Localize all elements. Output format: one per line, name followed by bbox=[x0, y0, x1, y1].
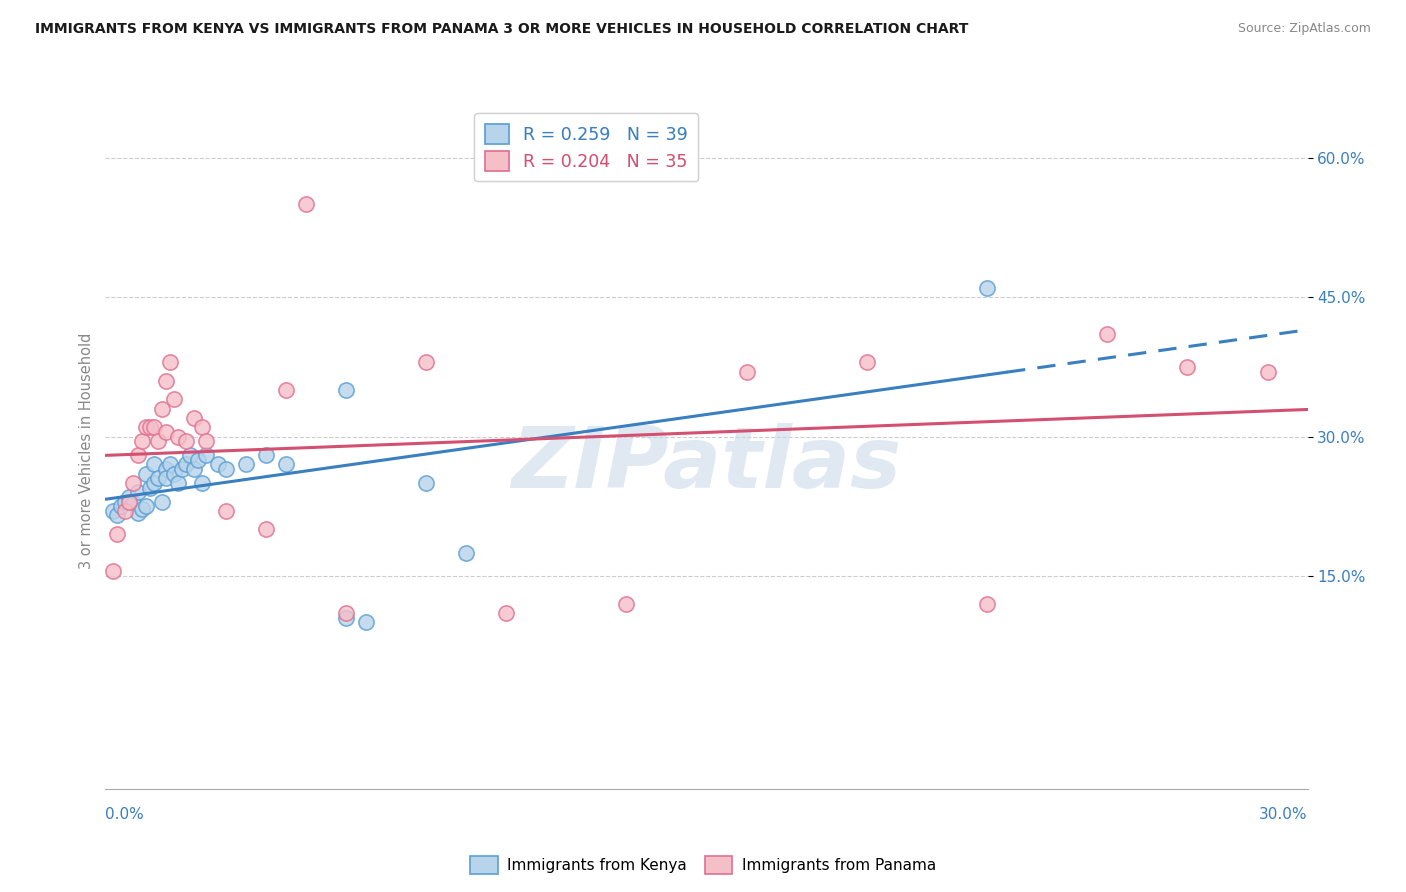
Point bbox=[135, 420, 157, 434]
Point bbox=[150, 494, 173, 508]
Point bbox=[162, 392, 184, 407]
Point bbox=[415, 355, 437, 369]
Point bbox=[274, 383, 297, 397]
Point bbox=[155, 462, 177, 476]
Point bbox=[855, 355, 877, 369]
Point bbox=[146, 434, 169, 449]
Point bbox=[166, 429, 188, 443]
Point bbox=[107, 508, 129, 523]
Point bbox=[190, 475, 212, 490]
Point bbox=[1257, 365, 1279, 379]
Legend: R = 0.259   N = 39, R = 0.204   N = 35: R = 0.259 N = 39, R = 0.204 N = 35 bbox=[474, 113, 699, 181]
Point bbox=[142, 420, 165, 434]
Text: 30.0%: 30.0% bbox=[1260, 807, 1308, 822]
Point bbox=[207, 458, 229, 472]
Point bbox=[174, 458, 197, 472]
Point bbox=[114, 494, 136, 508]
Point bbox=[127, 485, 149, 500]
Point bbox=[166, 475, 188, 490]
Point bbox=[335, 383, 357, 397]
Point bbox=[114, 504, 136, 518]
Text: 0.0%: 0.0% bbox=[105, 807, 145, 822]
Point bbox=[190, 420, 212, 434]
Point bbox=[103, 564, 125, 578]
Point bbox=[616, 597, 638, 611]
Point bbox=[135, 467, 157, 481]
Point bbox=[135, 499, 157, 513]
Point bbox=[174, 434, 197, 449]
Point bbox=[274, 458, 297, 472]
Point bbox=[183, 411, 205, 425]
Point bbox=[335, 606, 357, 620]
Point bbox=[107, 527, 129, 541]
Text: Source: ZipAtlas.com: Source: ZipAtlas.com bbox=[1237, 22, 1371, 36]
Point bbox=[1097, 327, 1119, 342]
Point bbox=[110, 499, 132, 513]
Y-axis label: 3 or more Vehicles in Household: 3 or more Vehicles in Household bbox=[79, 333, 94, 568]
Legend: Immigrants from Kenya, Immigrants from Panama: Immigrants from Kenya, Immigrants from P… bbox=[464, 850, 942, 880]
Point bbox=[170, 462, 193, 476]
Point bbox=[159, 355, 181, 369]
Point bbox=[495, 606, 517, 620]
Point bbox=[155, 425, 177, 439]
Point bbox=[454, 546, 477, 560]
Text: ZIPatlas: ZIPatlas bbox=[512, 423, 901, 506]
Point bbox=[138, 420, 160, 434]
Point bbox=[159, 458, 181, 472]
Point bbox=[354, 615, 377, 630]
Point bbox=[335, 610, 357, 624]
Point bbox=[976, 597, 998, 611]
Point bbox=[235, 458, 257, 472]
Point bbox=[122, 496, 145, 510]
Point bbox=[183, 462, 205, 476]
Text: IMMIGRANTS FROM KENYA VS IMMIGRANTS FROM PANAMA 3 OR MORE VEHICLES IN HOUSEHOLD : IMMIGRANTS FROM KENYA VS IMMIGRANTS FROM… bbox=[35, 22, 969, 37]
Point bbox=[146, 471, 169, 485]
Point bbox=[194, 448, 217, 462]
Point bbox=[214, 504, 236, 518]
Point bbox=[138, 481, 160, 495]
Point bbox=[295, 197, 318, 211]
Point bbox=[142, 475, 165, 490]
Point bbox=[142, 458, 165, 472]
Point bbox=[162, 467, 184, 481]
Point bbox=[122, 475, 145, 490]
Point bbox=[131, 502, 153, 516]
Point bbox=[150, 401, 173, 416]
Point bbox=[118, 490, 141, 504]
Point bbox=[415, 475, 437, 490]
Point bbox=[187, 452, 209, 467]
Point bbox=[976, 281, 998, 295]
Point bbox=[155, 374, 177, 388]
Point bbox=[254, 448, 277, 462]
Point bbox=[131, 434, 153, 449]
Point bbox=[254, 522, 277, 536]
Point bbox=[179, 448, 201, 462]
Point bbox=[118, 494, 141, 508]
Point bbox=[194, 434, 217, 449]
Point bbox=[735, 365, 758, 379]
Point bbox=[1177, 359, 1199, 374]
Point bbox=[127, 448, 149, 462]
Point bbox=[103, 504, 125, 518]
Point bbox=[214, 462, 236, 476]
Point bbox=[127, 506, 149, 520]
Point bbox=[155, 471, 177, 485]
